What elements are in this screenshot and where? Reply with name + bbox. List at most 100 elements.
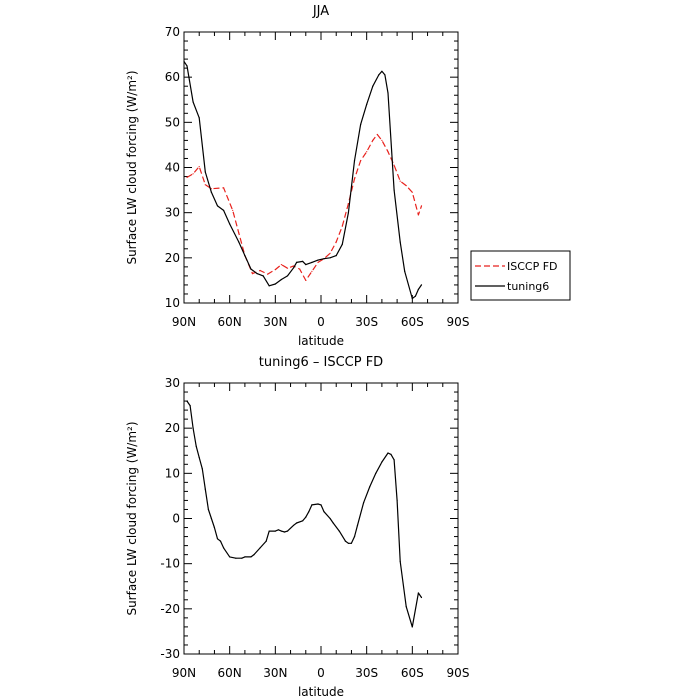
data-point	[329, 517, 331, 520]
data-point	[347, 203, 349, 205]
top-panel: 10 20 30 40 50 60 70 90N 60N 30N 0 30S 60S 90S latitud…	[125, 4, 571, 348]
data-point	[238, 232, 240, 234]
data-point	[347, 212, 349, 214]
data-point	[296, 261, 298, 263]
data-point	[353, 178, 356, 180]
data-point	[286, 275, 289, 277]
data-point	[280, 530, 282, 532]
data-point	[283, 531, 286, 533]
panel-title: JJA	[312, 4, 329, 19]
y-tick-label: 40	[165, 161, 180, 175]
data-point	[311, 261, 313, 263]
y-tick-label: 30	[165, 206, 180, 220]
data-point	[293, 267, 295, 269]
data-point	[353, 536, 356, 538]
data-point	[404, 270, 406, 272]
data-point	[399, 560, 401, 563]
x-axis-title: latitude	[298, 334, 344, 348]
data-point	[381, 461, 383, 463]
y-tick-label: 70	[165, 25, 180, 39]
data-point	[305, 264, 307, 266]
data-point	[235, 557, 237, 559]
data-point	[213, 526, 215, 529]
data-point	[183, 60, 185, 63]
data-point	[253, 554, 255, 556]
x-tick-label: 30N	[263, 666, 287, 680]
data-point	[268, 285, 270, 287]
data-point	[350, 542, 352, 544]
data-point	[210, 188, 212, 190]
data-point	[405, 185, 407, 187]
data-point	[238, 241, 240, 243]
x-tick-label: 0	[317, 315, 325, 329]
data-point	[305, 279, 307, 281]
series-line-isccp-fd	[186, 133, 423, 281]
legend: ISCCP FD tuning6	[470, 250, 571, 301]
data-point	[256, 273, 258, 275]
data-point	[376, 133, 378, 136]
data-point	[192, 173, 194, 175]
data-point	[420, 596, 423, 599]
data-point	[229, 223, 231, 225]
data-point	[366, 151, 368, 153]
data-point	[277, 529, 279, 531]
data-point	[280, 278, 282, 281]
y-tick-label: 0	[172, 512, 180, 526]
data-point	[329, 252, 331, 254]
data-point	[417, 288, 419, 290]
data-point	[317, 261, 319, 263]
data-point	[192, 101, 194, 103]
data-point	[204, 184, 206, 186]
y-tick-label: -20	[160, 602, 180, 616]
data-point	[262, 275, 264, 277]
data-point	[381, 139, 383, 141]
y-tick-label: 30	[165, 376, 180, 390]
legend-label: ISCCP FD	[507, 260, 558, 273]
data-point	[293, 524, 295, 526]
data-point	[396, 499, 398, 501]
y-tick-label: 50	[165, 115, 180, 129]
data-point	[372, 85, 374, 87]
data-point	[223, 209, 225, 211]
data-point	[268, 530, 270, 532]
data-point	[338, 530, 340, 532]
data-point	[198, 117, 200, 119]
data-point	[302, 260, 304, 262]
data-point	[372, 139, 374, 141]
x-tick-label: 90N	[172, 666, 196, 680]
data-point	[317, 503, 319, 505]
x-tick-label: 60N	[218, 315, 242, 329]
data-point	[267, 273, 269, 275]
data-point	[296, 522, 298, 524]
data-point	[204, 488, 206, 490]
x-tick-label: 30S	[355, 315, 378, 329]
data-point	[417, 592, 419, 594]
data-point	[286, 530, 289, 532]
data-point	[265, 540, 267, 542]
data-point	[341, 225, 343, 227]
data-point	[387, 452, 389, 454]
data-point	[381, 70, 383, 72]
data-point	[393, 164, 395, 166]
data-point	[286, 267, 289, 269]
data-point	[366, 103, 368, 105]
data-point	[311, 504, 313, 506]
data-point	[360, 124, 362, 126]
data-point	[210, 517, 212, 520]
data-point	[186, 400, 188, 402]
legend-label: tuning6	[507, 280, 549, 293]
data-point	[353, 160, 356, 162]
data-point	[308, 511, 310, 513]
data-point	[274, 269, 276, 271]
data-point	[414, 295, 416, 297]
x-tick-label: 60S	[401, 666, 424, 680]
data-point	[360, 160, 362, 162]
data-point	[198, 456, 200, 459]
data-point	[369, 486, 371, 488]
y-axis-title: Surface LW cloud forcing (W/m²)	[125, 70, 139, 264]
data-point	[317, 259, 319, 261]
data-point	[189, 405, 191, 407]
data-point	[311, 270, 313, 272]
data-point	[186, 65, 188, 67]
